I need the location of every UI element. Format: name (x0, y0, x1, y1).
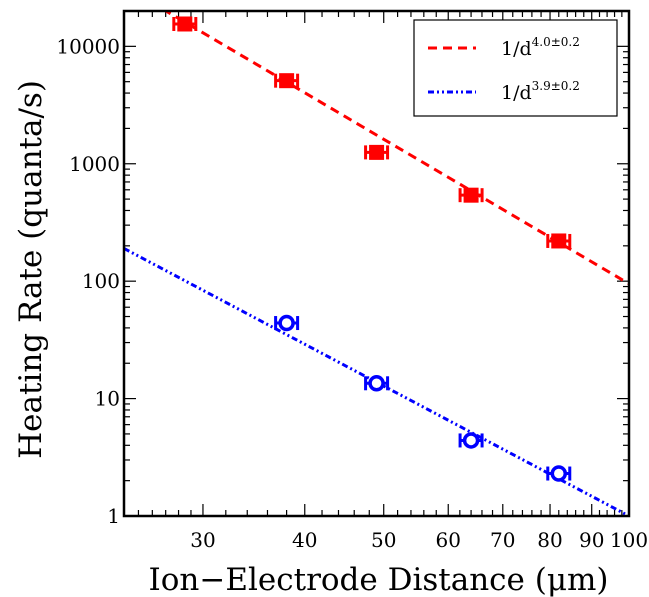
x-tick-label: 60 (436, 528, 461, 552)
data-point (458, 432, 484, 449)
y-tick-label: 10000 (56, 34, 120, 58)
x-tick-label: 90 (579, 528, 604, 552)
y-tick-label: 10 (95, 387, 120, 411)
x-tick-label: 50 (371, 528, 396, 552)
legend: 1/d4.0±0.2 1/d3.9±0.2 (413, 19, 618, 117)
x-tick-label: 70 (490, 528, 515, 552)
x-tick-label: 80 (537, 528, 562, 552)
x-axis-title: Ion−Electrode Distance (μm) (149, 562, 609, 597)
legend-box (413, 19, 618, 117)
legend-label: 1/d4.0±0.2 (501, 35, 580, 60)
x-tick-label: 40 (292, 528, 317, 552)
data-points (172, 16, 572, 482)
data-point (458, 187, 484, 203)
y-axis-title: Heating Rate (quanta/s) (13, 80, 49, 459)
y-tick-label: 1 (107, 504, 120, 528)
x-tick-label: 100 (610, 528, 648, 552)
legend-label: 1/d3.9±0.2 (501, 79, 580, 104)
data-point (364, 144, 390, 160)
data-point (546, 233, 572, 249)
x-tick-label: 30 (190, 528, 215, 552)
plot-frame (122, 9, 631, 518)
data-point (172, 16, 198, 32)
y-tick-label: 100 (82, 269, 120, 293)
data-point (274, 314, 300, 332)
data-point (274, 73, 300, 89)
fit-line (163, 11, 629, 286)
data-point (546, 465, 572, 482)
data-point (364, 375, 390, 392)
y-tick-label: 1000 (69, 152, 120, 176)
